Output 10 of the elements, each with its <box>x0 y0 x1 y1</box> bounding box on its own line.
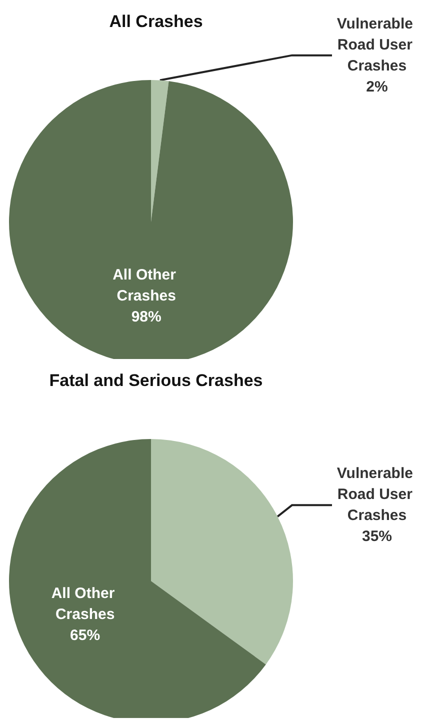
slice-label: All Other Crashes <box>112 266 180 304</box>
data-label: 98% <box>131 308 162 326</box>
slice-label: All Other Crashes <box>51 585 119 624</box>
slice-label: Vulnerable Road User Crashes <box>336 15 418 74</box>
chart-title: All Crashes <box>109 12 203 31</box>
chart-title: Fatal and Serious Crashes <box>49 371 263 390</box>
data-label: 65% <box>70 627 100 644</box>
slice-label: Vulnerable Road User Crashes <box>336 465 418 524</box>
data-label: 35% <box>362 528 392 546</box>
data-label: 2% <box>366 78 388 96</box>
